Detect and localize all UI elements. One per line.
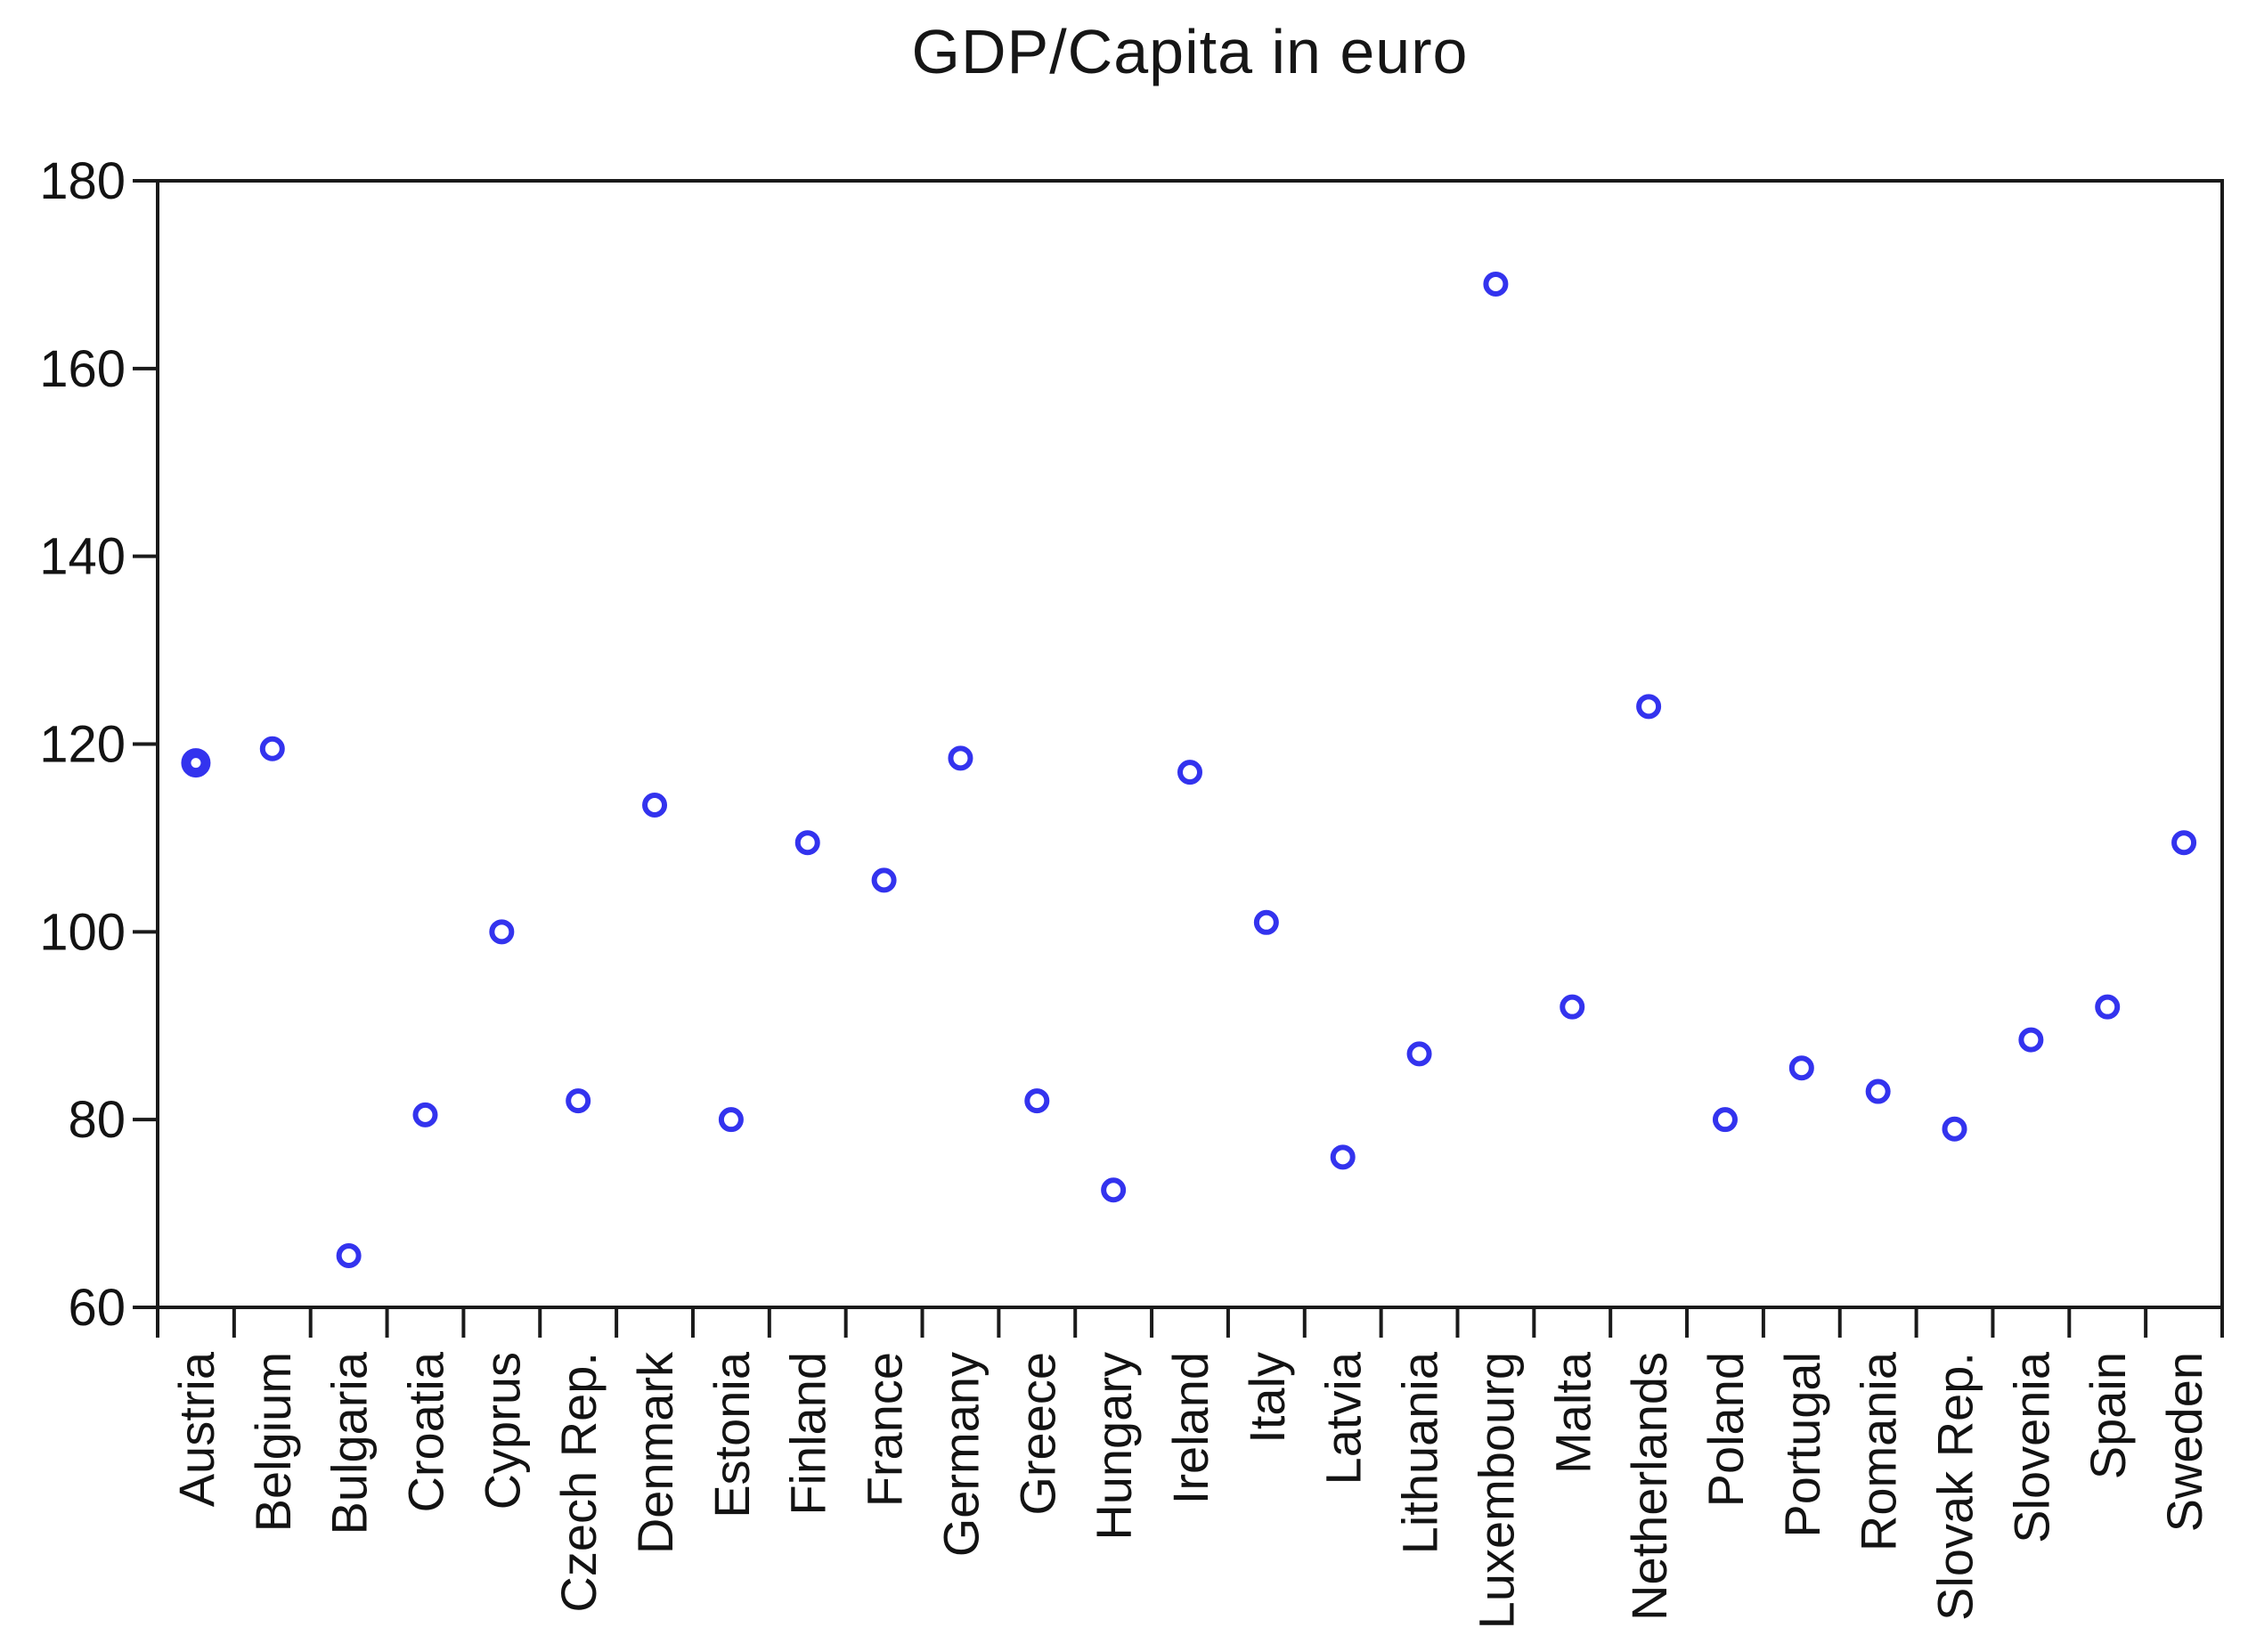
data-point — [1560, 994, 1585, 1020]
data-point — [1177, 760, 1202, 785]
data-point — [1636, 694, 1662, 720]
x-axis-label: Latvia — [1315, 1351, 1372, 1485]
data-point — [948, 745, 973, 771]
x-axis-label: Denmark — [627, 1351, 683, 1554]
data-point — [1101, 1177, 1127, 1203]
x-axis-label: Italy — [1239, 1352, 1295, 1444]
data-point — [2171, 830, 2197, 856]
plot-border — [156, 179, 2224, 1309]
data-point — [642, 793, 668, 818]
x-axis-label: Malta — [1544, 1351, 1600, 1474]
x-axis-label: Greece — [1009, 1352, 1065, 1516]
x-axis-label: Sweden — [2156, 1352, 2212, 1532]
data-point — [1483, 271, 1509, 297]
x-axis-label: Bulgaria — [322, 1351, 378, 1534]
data-point — [181, 748, 211, 778]
x-axis-label: Croatia — [397, 1351, 453, 1512]
y-tick-label: 80 — [68, 1091, 126, 1149]
data-point — [1253, 909, 1279, 935]
data-point — [794, 830, 820, 856]
data-point — [1712, 1107, 1738, 1133]
data-point — [871, 867, 897, 893]
x-axis-label: Finland — [780, 1352, 836, 1516]
y-tick-label: 100 — [39, 903, 126, 961]
x-axis-label: Cyprus — [474, 1352, 530, 1510]
x-axis-label: France — [857, 1352, 913, 1507]
x-axis-label: Lithuania — [1392, 1351, 1448, 1554]
x-axis-label: Hungary — [1086, 1352, 1142, 1541]
x-axis-label: Austria — [168, 1351, 224, 1507]
y-tick-label: 120 — [39, 716, 126, 774]
data-point — [2095, 994, 2121, 1020]
data-point — [412, 1102, 438, 1127]
x-axis-label: Germany — [933, 1352, 989, 1557]
data-point — [489, 919, 515, 945]
x-axis-label: Romania — [1851, 1351, 1907, 1551]
x-axis-label: Spain — [2080, 1352, 2136, 1479]
y-tick-label: 60 — [68, 1279, 126, 1337]
x-axis-label: Portugal — [1774, 1352, 1830, 1538]
x-axis-label: Czech Rep. — [550, 1352, 607, 1613]
data-point — [2018, 1027, 2044, 1053]
x-axis-label: Estonia — [704, 1351, 760, 1518]
data-point — [259, 736, 285, 761]
x-axis-label: Luxembourg — [1468, 1352, 1524, 1629]
chart-title: GDP/Capita in euro — [911, 17, 1469, 86]
y-tick-label: 160 — [39, 340, 126, 398]
x-axis-label: Netherlands — [1621, 1352, 1677, 1621]
x-axis-label: Belgium — [245, 1352, 301, 1532]
y-tick-label: 180 — [39, 152, 126, 210]
x-axis-label: Ireland — [1162, 1352, 1218, 1504]
x-axis-label: Slovak Rep. — [1927, 1352, 1983, 1621]
x-axis-label: Slovenia — [2003, 1351, 2059, 1543]
data-point — [718, 1107, 744, 1133]
data-point — [566, 1088, 591, 1114]
data-point — [336, 1243, 362, 1269]
data-point — [1942, 1116, 1967, 1142]
data-point — [1330, 1144, 1356, 1170]
x-axis-label: Poland — [1698, 1352, 1754, 1507]
y-tick-label: 140 — [39, 528, 126, 586]
data-point — [1788, 1055, 1814, 1081]
data-point — [1024, 1088, 1050, 1114]
data-point — [1406, 1041, 1432, 1067]
data-point — [1865, 1078, 1891, 1104]
